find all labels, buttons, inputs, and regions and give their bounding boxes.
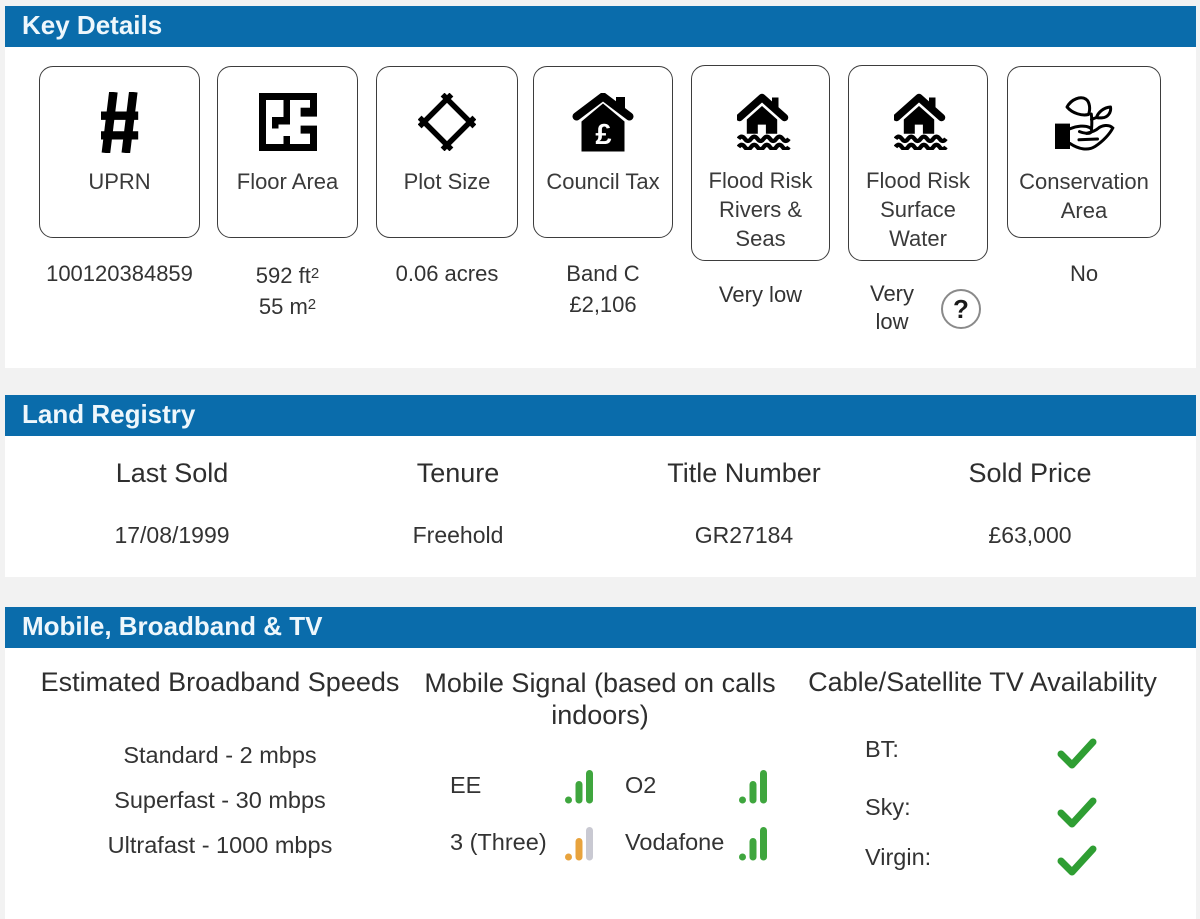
svg-text:£: £ xyxy=(595,119,611,151)
